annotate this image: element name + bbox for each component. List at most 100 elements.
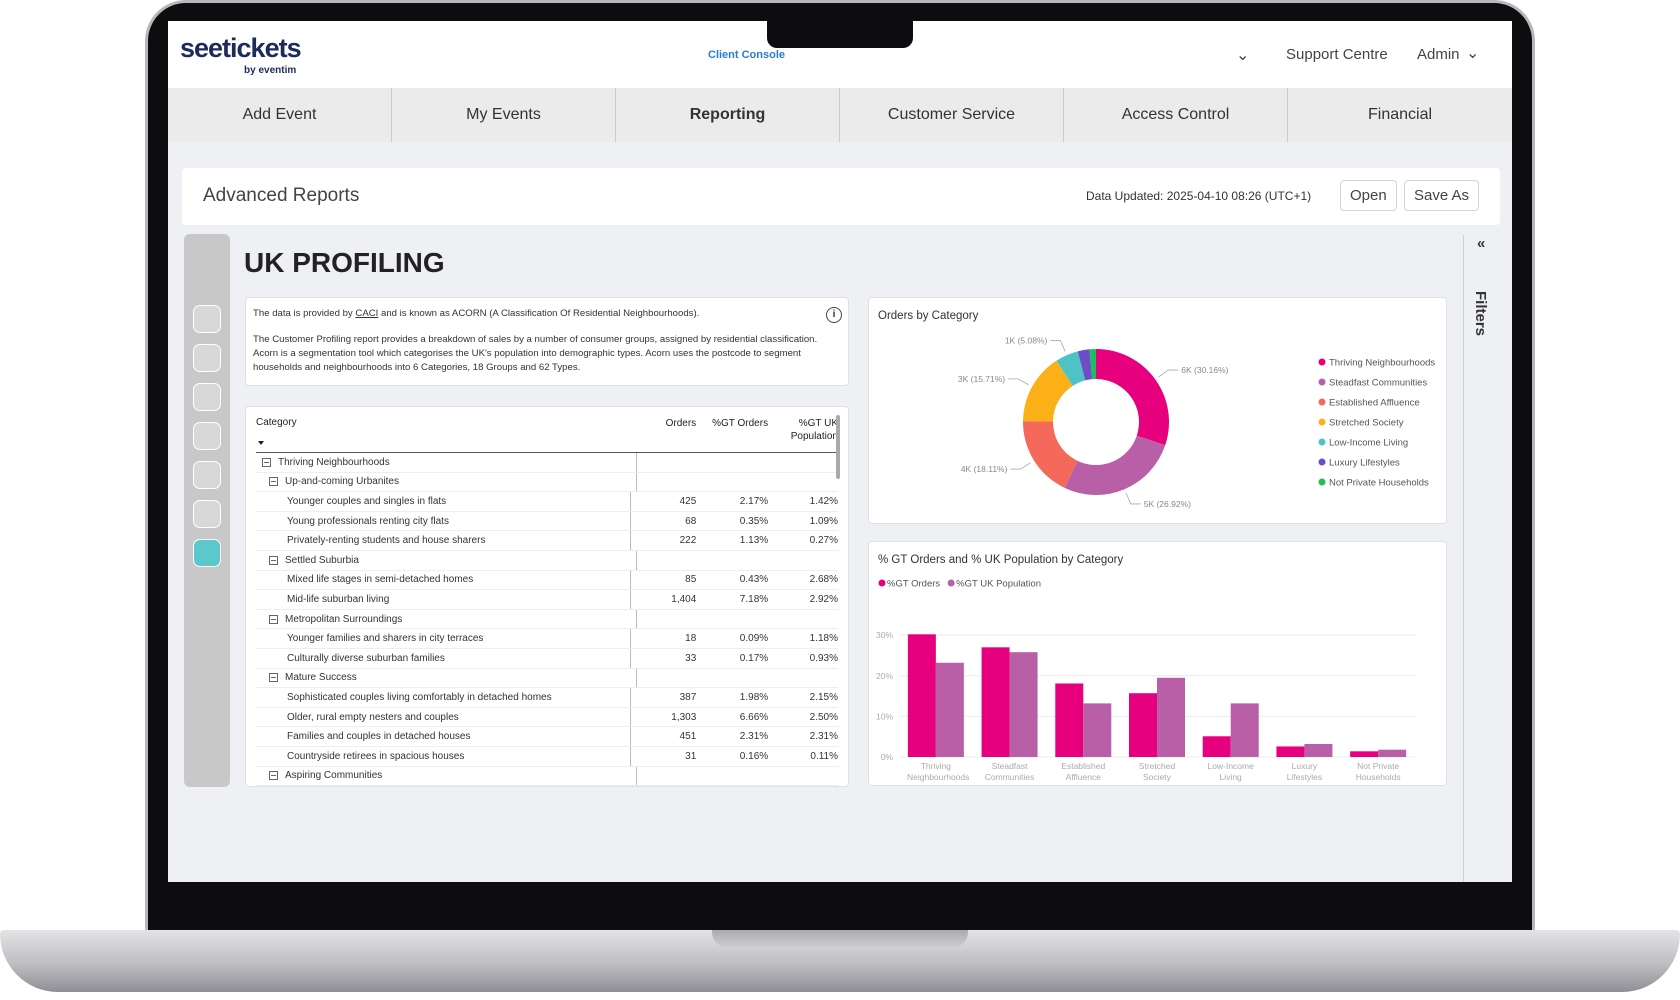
rail-icon[interactable] [193,500,221,528]
nav-item[interactable]: Financial [1367,106,1433,123]
toolbar: Advanced Reports Data Updated: 2025-04-1… [182,168,1500,225]
bar [1230,703,1259,757]
y-tick-label: 0% [881,752,894,762]
category-label: Settled Suburbia [285,554,359,566]
expand-toggle[interactable] [269,614,278,624]
category-label: Culturally diverse suburban families [287,652,445,664]
category-label: Younger couples and singles in flats [287,495,447,507]
x-tick-label: Low-Income Living [1207,761,1254,782]
leader-line [1125,492,1141,505]
bar [1350,751,1379,757]
data-label: 1K (5.08%) [1005,335,1048,345]
bar [1157,677,1185,757]
column-header[interactable]: %GT UK Population [790,418,838,442]
donut-slice [1056,351,1086,386]
data-label: 6K (30.16%) [1181,365,1228,375]
rail-icon[interactable] [193,344,221,372]
column-header[interactable]: Category [256,417,297,428]
bar [1083,703,1112,757]
leader-line [1008,378,1029,386]
screen: seetickets by eventim Client Console ⌄ S… [168,21,1512,882]
column-header[interactable]: Orders [665,418,697,429]
legend-label: %GT Orders [887,579,940,590]
info-link[interactable]: CACI [355,308,379,319]
sort-arrow [258,441,264,445]
rail-icon-active[interactable] [193,539,221,567]
category-cell: Families and couples in detached houses [256,727,632,746]
scrollbar[interactable] [836,415,840,479]
value-cell: 222 [679,535,697,547]
category-cell: Culturally diverse suburban families [256,648,632,668]
nav-item[interactable]: Customer Service [840,88,1064,142]
save-as-button[interactable]: Save As [1404,180,1480,211]
value-cell: 85 [685,574,697,586]
admin-chevron[interactable]: ⌄ [1466,45,1480,62]
info-icon[interactable]: i [826,307,842,323]
y-tick-label: 30% [876,630,893,640]
nav-item[interactable]: Access Control [1064,88,1288,142]
rail-icon[interactable] [193,305,221,333]
header: seetickets by eventim Client Console ⌄ S… [168,21,1512,88]
bar [1304,744,1333,757]
filters-label[interactable]: Filters [1472,291,1489,337]
value-cell: 1.09% [809,515,839,527]
expand-toggle[interactable] [269,555,278,565]
bar [981,647,1010,757]
category-label: Countryside retirees in spacious houses [287,750,465,762]
table-row: Mature Success [256,668,838,689]
category-label: Young professionals renting city flats [287,515,449,527]
expand-toggle[interactable] [269,673,278,683]
legend-label: Stretched Society [1329,418,1404,429]
expand-toggle[interactable] [269,771,278,781]
logo-sub: by eventim [244,65,297,76]
table-row: Privately-renting students and house sha… [256,531,838,551]
table-row: Culturally diverse suburban families 33 0.… [256,648,838,669]
collapse-chevron[interactable]: « [1477,235,1486,252]
expand-toggle[interactable] [269,477,278,487]
category-cell: Mixed life stages in semi-detached homes [256,570,632,590]
nav-item[interactable]: Reporting [616,88,840,142]
category-cell: Countryside retirees in spacious houses [256,746,632,766]
legend-label: Thriving Neighbourhoods [1329,358,1435,369]
value-cell: 1,303 [671,711,697,723]
value-cell: 1,404 [671,593,697,605]
dropdown-chevron[interactable]: ⌄ [1236,47,1250,64]
expand-toggle[interactable] [262,457,271,467]
legend-dot [1318,398,1326,406]
value-cell: 0.17% [739,652,769,664]
legend-label: Established Affluence [1329,398,1420,409]
leader-line [1158,369,1179,378]
table-row: Metropolitan Surroundings [256,609,838,630]
column-header[interactable]: %GT Orders [712,418,769,429]
bar [1129,693,1157,757]
category-cell: Aspiring Communities [256,766,637,786]
info-line: The data is provided by CACI and is know… [253,307,841,321]
value-cell: 31 [685,750,697,762]
value-cell: 0.11% [810,750,839,762]
table-row: Younger couples and singles in flats 425 2… [256,492,838,512]
rail-icon[interactable] [193,461,221,489]
table-row: Young professionals renting city flats 68… [256,511,839,532]
open-button[interactable]: Open [1340,180,1397,211]
nav-item[interactable]: My Events [392,88,616,142]
table-row: Mixed life stages in semi-detached homes… [256,570,839,591]
data-label: 4K (18.11%) [961,464,1008,474]
value-cell: 2.68% [809,574,839,586]
nav-item[interactable]: Add Event [168,88,392,142]
bar [907,634,936,757]
donut-chart: Orders by Category 6K (30.16%) Thriving Ne… [878,310,1435,509]
chart-title: Orders by Category [878,310,979,322]
value-cell: 2.50% [809,711,839,723]
support-link[interactable]: Support Centre [1286,46,1388,63]
value-cell: 1.13% [739,535,769,547]
rail-icon[interactable] [193,383,221,411]
x-tick-label: Luxury Lifestyles [1286,761,1323,782]
admin-menu[interactable]: Admin [1417,46,1460,63]
value-cell: 1.98% [739,691,769,703]
value-cell: 68 [685,515,697,527]
value-cell: 0.16% [739,750,769,762]
value-cell: 2.31% [739,731,769,743]
legend-label: Not Private Households [1329,478,1429,489]
logo[interactable]: seetickets [180,33,302,63]
rail-icon[interactable] [193,422,221,450]
